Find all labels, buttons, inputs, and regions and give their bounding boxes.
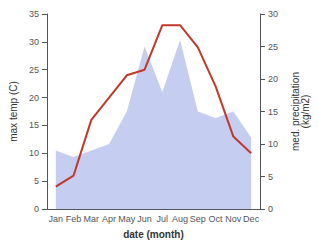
svg-text:Nov: Nov (225, 214, 242, 224)
svg-text:5: 5 (268, 172, 273, 182)
svg-text:25: 25 (29, 65, 39, 75)
svg-text:Jul: Jul (157, 214, 169, 224)
svg-text:30: 30 (268, 9, 278, 19)
svg-text:30: 30 (29, 37, 39, 47)
svg-text:5: 5 (34, 176, 39, 186)
svg-text:Jan: Jan (49, 214, 64, 224)
svg-text:(kg/m2): (kg/m2) (300, 95, 311, 129)
svg-text:Sep: Sep (190, 214, 206, 224)
svg-text:Aug: Aug (172, 214, 188, 224)
svg-text:Dec: Dec (243, 214, 260, 224)
svg-text:15: 15 (268, 107, 278, 117)
svg-text:Jun: Jun (137, 214, 152, 224)
svg-text:Feb: Feb (66, 214, 82, 224)
svg-text:25: 25 (268, 42, 278, 52)
svg-text:0: 0 (268, 204, 273, 214)
svg-text:20: 20 (29, 93, 39, 103)
svg-text:Mar: Mar (84, 214, 100, 224)
svg-text:date (month): date (month) (123, 229, 184, 240)
svg-text:20: 20 (268, 74, 278, 84)
svg-text:max temp (C): max temp (C) (8, 81, 19, 142)
svg-text:10: 10 (29, 148, 39, 158)
svg-text:May: May (118, 214, 136, 224)
svg-text:Oct: Oct (209, 214, 224, 224)
svg-text:35: 35 (29, 9, 39, 19)
svg-text:Apr: Apr (102, 214, 116, 224)
svg-text:0: 0 (34, 204, 39, 214)
svg-text:15: 15 (29, 120, 39, 130)
svg-text:10: 10 (268, 139, 278, 149)
svg-text:med. precipitation: med. precipitation (289, 72, 301, 151)
